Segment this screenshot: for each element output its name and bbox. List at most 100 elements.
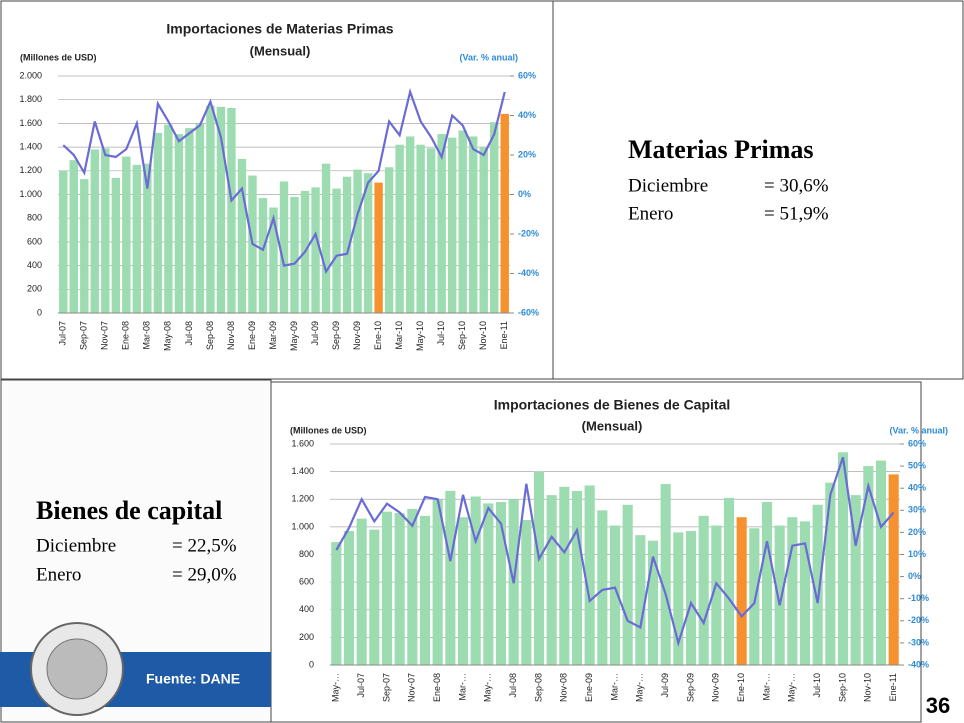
y2-tick-label: -40% [518, 268, 539, 278]
bar [837, 452, 849, 665]
bar [635, 535, 646, 665]
bar [483, 503, 494, 665]
bar [59, 170, 68, 313]
y-tick-label: 0 [309, 659, 314, 669]
x-tick-label: May-… [331, 673, 341, 702]
chart-subtitle: (Mensual) [582, 418, 643, 433]
x-tick-label: Jul-07 [356, 673, 366, 698]
y2-tick-label: 0% [518, 189, 531, 199]
bar [490, 122, 499, 313]
bar [622, 504, 633, 665]
bar [571, 490, 583, 665]
x-tick-label: Mar-08 [142, 321, 152, 350]
y2-tick-label: 30% [908, 505, 926, 515]
x-tick-label: Ene-08 [432, 673, 442, 702]
x-tick-label: May-10 [415, 321, 425, 351]
y-tick-label: 400 [27, 260, 42, 270]
line [62, 87, 506, 275]
bar [80, 179, 89, 313]
bar [69, 160, 78, 313]
heading: Materias Primas [628, 135, 814, 164]
label: Diciembre [36, 535, 116, 556]
x-tick-label: Nov-10 [863, 673, 873, 702]
bar [533, 471, 545, 665]
bar [787, 517, 798, 665]
y2-tick-label: 60% [518, 70, 536, 80]
bar [597, 510, 608, 665]
y2-tick-label: 60% [908, 438, 926, 448]
bar [736, 517, 747, 665]
bar [445, 490, 456, 665]
x-tick-label: Mar-… [609, 673, 619, 701]
x-tick-label: Mar-09 [268, 321, 278, 350]
x-tick-label: Ene-08 [121, 321, 131, 350]
y2-tick-label: 0% [908, 571, 921, 581]
bar [470, 496, 481, 665]
bar [395, 144, 404, 313]
x-tick-label: Ene-10 [373, 321, 383, 350]
y2-tick-label: -20% [518, 228, 539, 238]
x-tick-label: Sep-10 [837, 673, 847, 702]
line [335, 456, 895, 647]
bar [723, 497, 735, 665]
bar [216, 106, 226, 313]
label: Diciembre [628, 175, 708, 196]
y-tick-label: 1.000 [19, 189, 42, 199]
y2-tick-label: 40% [908, 483, 926, 493]
bar [311, 187, 320, 313]
bar [356, 518, 367, 665]
bar [799, 521, 811, 665]
bar [419, 515, 431, 665]
y2-axis-label: (Var. % anual) [459, 52, 518, 62]
bar [660, 484, 671, 665]
bar [458, 130, 467, 313]
bar [394, 513, 405, 665]
x-tick-label: Sep-09 [331, 321, 341, 350]
logo [46, 638, 108, 700]
bar [369, 529, 380, 665]
bar [153, 132, 163, 313]
bar [143, 163, 152, 313]
bar [132, 164, 142, 313]
y2-tick-label: -20% [908, 615, 929, 625]
y-tick-label: 1.400 [19, 141, 42, 151]
bar [888, 474, 899, 665]
y2-tick-label: -40% [908, 659, 929, 669]
x-tick-label: Ene-09 [584, 673, 594, 702]
y2-tick-label: -10% [908, 593, 929, 603]
bar [206, 105, 215, 313]
bar [546, 495, 557, 665]
y2-tick-label: 40% [518, 110, 536, 120]
bar [269, 207, 278, 313]
x-tick-label: Jul-09 [660, 673, 670, 698]
bar [90, 149, 99, 313]
bar [290, 196, 299, 313]
value: = 51,9% [764, 203, 829, 224]
y-tick-label: 1.000 [291, 521, 314, 531]
x-tick-label: Mar-… [457, 673, 467, 701]
bar [673, 532, 684, 665]
bar [495, 502, 507, 665]
bar [237, 158, 247, 313]
x-tick-label: Jul-10 [812, 673, 822, 698]
x-tick-label: Ene-11 [888, 673, 898, 701]
bar [111, 177, 121, 313]
y2-tick-label: 20% [518, 149, 536, 159]
x-tick-label: Nov-07 [100, 321, 110, 350]
bar [353, 169, 362, 313]
label: Enero [36, 564, 81, 585]
x-tick-label: Sep-08 [205, 321, 215, 350]
y-tick-label: 600 [27, 236, 42, 246]
label: Enero [628, 203, 673, 224]
y-tick-label: 1.400 [291, 466, 314, 476]
x-tick-label: Sep-09 [685, 673, 695, 702]
bar [447, 137, 457, 313]
x-tick-label: Jul-10 [436, 321, 446, 346]
bar [342, 176, 352, 313]
bar [584, 485, 595, 665]
text-panel [552, 0, 964, 380]
chart-title: Importaciones de Materias Primas [166, 21, 393, 37]
y-tick-label: 800 [27, 213, 42, 223]
y-tick-label: 200 [299, 632, 314, 642]
bar [432, 499, 443, 665]
